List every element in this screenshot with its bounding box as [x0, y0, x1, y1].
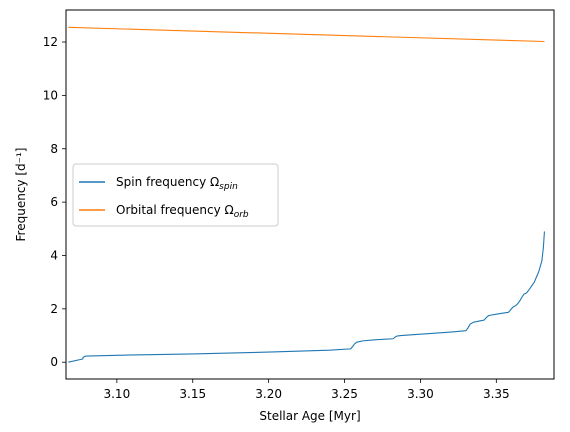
x-tick-label: 3.25	[331, 387, 358, 401]
series-line-spin	[68, 231, 545, 363]
x-axis-label: Stellar Age [Myr]	[259, 409, 360, 423]
x-tick-label: 3.35	[483, 387, 510, 401]
legend-label-orb: Orbital frequency Ωorb	[116, 203, 249, 220]
y-tick-label: 6	[50, 195, 58, 209]
y-tick-label: 8	[50, 142, 58, 156]
y-tick-label: 12	[43, 35, 58, 49]
y-tick-label: 4	[50, 248, 58, 262]
legend-label-spin: Spin frequency Ωspin	[116, 175, 238, 192]
series-layer	[68, 26, 545, 363]
x-tick-label: 3.20	[255, 387, 282, 401]
legend-box	[72, 163, 279, 227]
x-tick-label: 3.30	[407, 387, 434, 401]
y-tick-label: 0	[50, 355, 58, 369]
series-line-orb	[68, 26, 545, 43]
y-axis: 0 2 4 6 8 10 12	[43, 35, 66, 369]
y-tick-label: 10	[43, 88, 58, 102]
x-tick-label: 3.15	[179, 387, 206, 401]
axes-frame	[65, 9, 555, 380]
legend: Spin frequency Ωspin Orbital frequency Ω…	[72, 163, 279, 227]
y-tick-label: 2	[50, 302, 58, 316]
y-axis-label: Frequency [d⁻¹]	[14, 148, 28, 242]
x-tick-label: 3.10	[103, 387, 130, 401]
x-axis: 3.10 3.15 3.20 3.25 3.30 3.35	[103, 379, 510, 401]
